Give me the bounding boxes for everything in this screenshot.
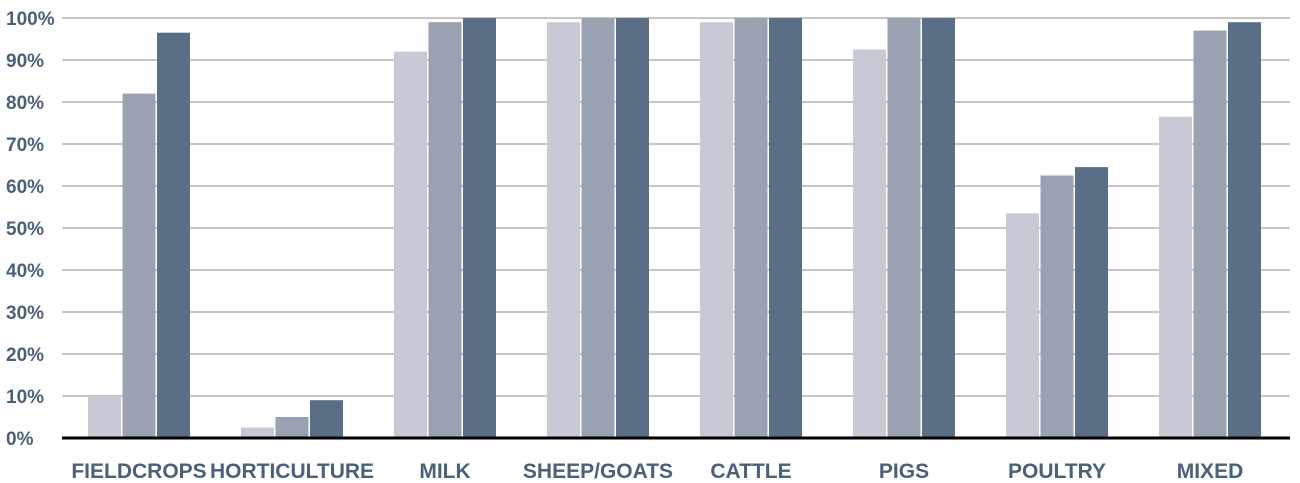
x-category-label: MIXED: [1177, 460, 1244, 483]
y-tick-label: 50%: [6, 219, 44, 240]
bar-horticulture-series-1: [241, 427, 274, 438]
x-category-label: FIELDCROPS: [71, 460, 206, 483]
y-tick-label: 0%: [6, 429, 34, 450]
y-tick-label: 100%: [6, 9, 55, 30]
y-tick-label: 20%: [6, 345, 44, 366]
y-tick-label: 10%: [6, 387, 44, 408]
x-category-label: MILK: [419, 460, 470, 483]
bar-milk-series-1: [394, 51, 427, 438]
bar-cattle-series-2: [734, 18, 768, 438]
bar-fieldcrops-series-3: [157, 32, 190, 438]
bar-fieldcrops-series-1: [88, 396, 121, 438]
x-category-label: PIGS: [879, 460, 929, 483]
bar-poultry-series-2: [1040, 175, 1074, 438]
y-tick-label: 70%: [6, 135, 44, 156]
bar-milk-series-2: [428, 22, 462, 438]
x-category-labels: FIELDCROPS HORTICULTURE MILK SHEEP/GOATS CAT…: [71, 460, 1243, 483]
bar-cattle-series-3: [769, 18, 802, 438]
bar-horticulture-series-3: [310, 400, 343, 438]
y-tick-label: 60%: [6, 177, 44, 198]
bar-sheep-goats-series-2: [581, 18, 615, 438]
bar-milk-series-3: [463, 18, 496, 438]
y-tick-label: 30%: [6, 303, 44, 324]
bar-fieldcrops-series-2: [122, 93, 156, 438]
bar-mixed-series-1: [1159, 116, 1192, 438]
y-tick-labels: 0% 10% 20% 30% 40% 50% 60% 70% 80% 90% 100%: [6, 9, 55, 450]
bar-sheep-goats-series-1: [547, 22, 580, 438]
bar-poultry-series-1: [1006, 213, 1039, 438]
bar-pigs-series-1: [853, 49, 886, 438]
bar-cattle-series-1: [700, 22, 733, 438]
y-tick-label: 90%: [6, 51, 44, 72]
x-category-label: HORTICULTURE: [210, 460, 374, 483]
bar-mixed-series-3: [1228, 22, 1261, 438]
gridlines: [62, 17, 1290, 397]
bar-horticulture-series-2: [275, 417, 309, 438]
y-tick-label: 80%: [6, 93, 44, 114]
bar-mixed-series-2: [1193, 30, 1227, 438]
y-tick-label: 40%: [6, 261, 44, 282]
bar-pigs-series-3: [922, 18, 955, 438]
bars: [88, 18, 1261, 438]
x-category-label: POULTRY: [1008, 460, 1106, 483]
bar-pigs-series-2: [887, 18, 921, 438]
bar-sheep-goats-series-3: [616, 18, 649, 438]
x-category-label: CATTLE: [710, 460, 791, 483]
x-category-label: SHEEP/GOATS: [523, 460, 673, 483]
bar-poultry-series-3: [1075, 167, 1108, 438]
